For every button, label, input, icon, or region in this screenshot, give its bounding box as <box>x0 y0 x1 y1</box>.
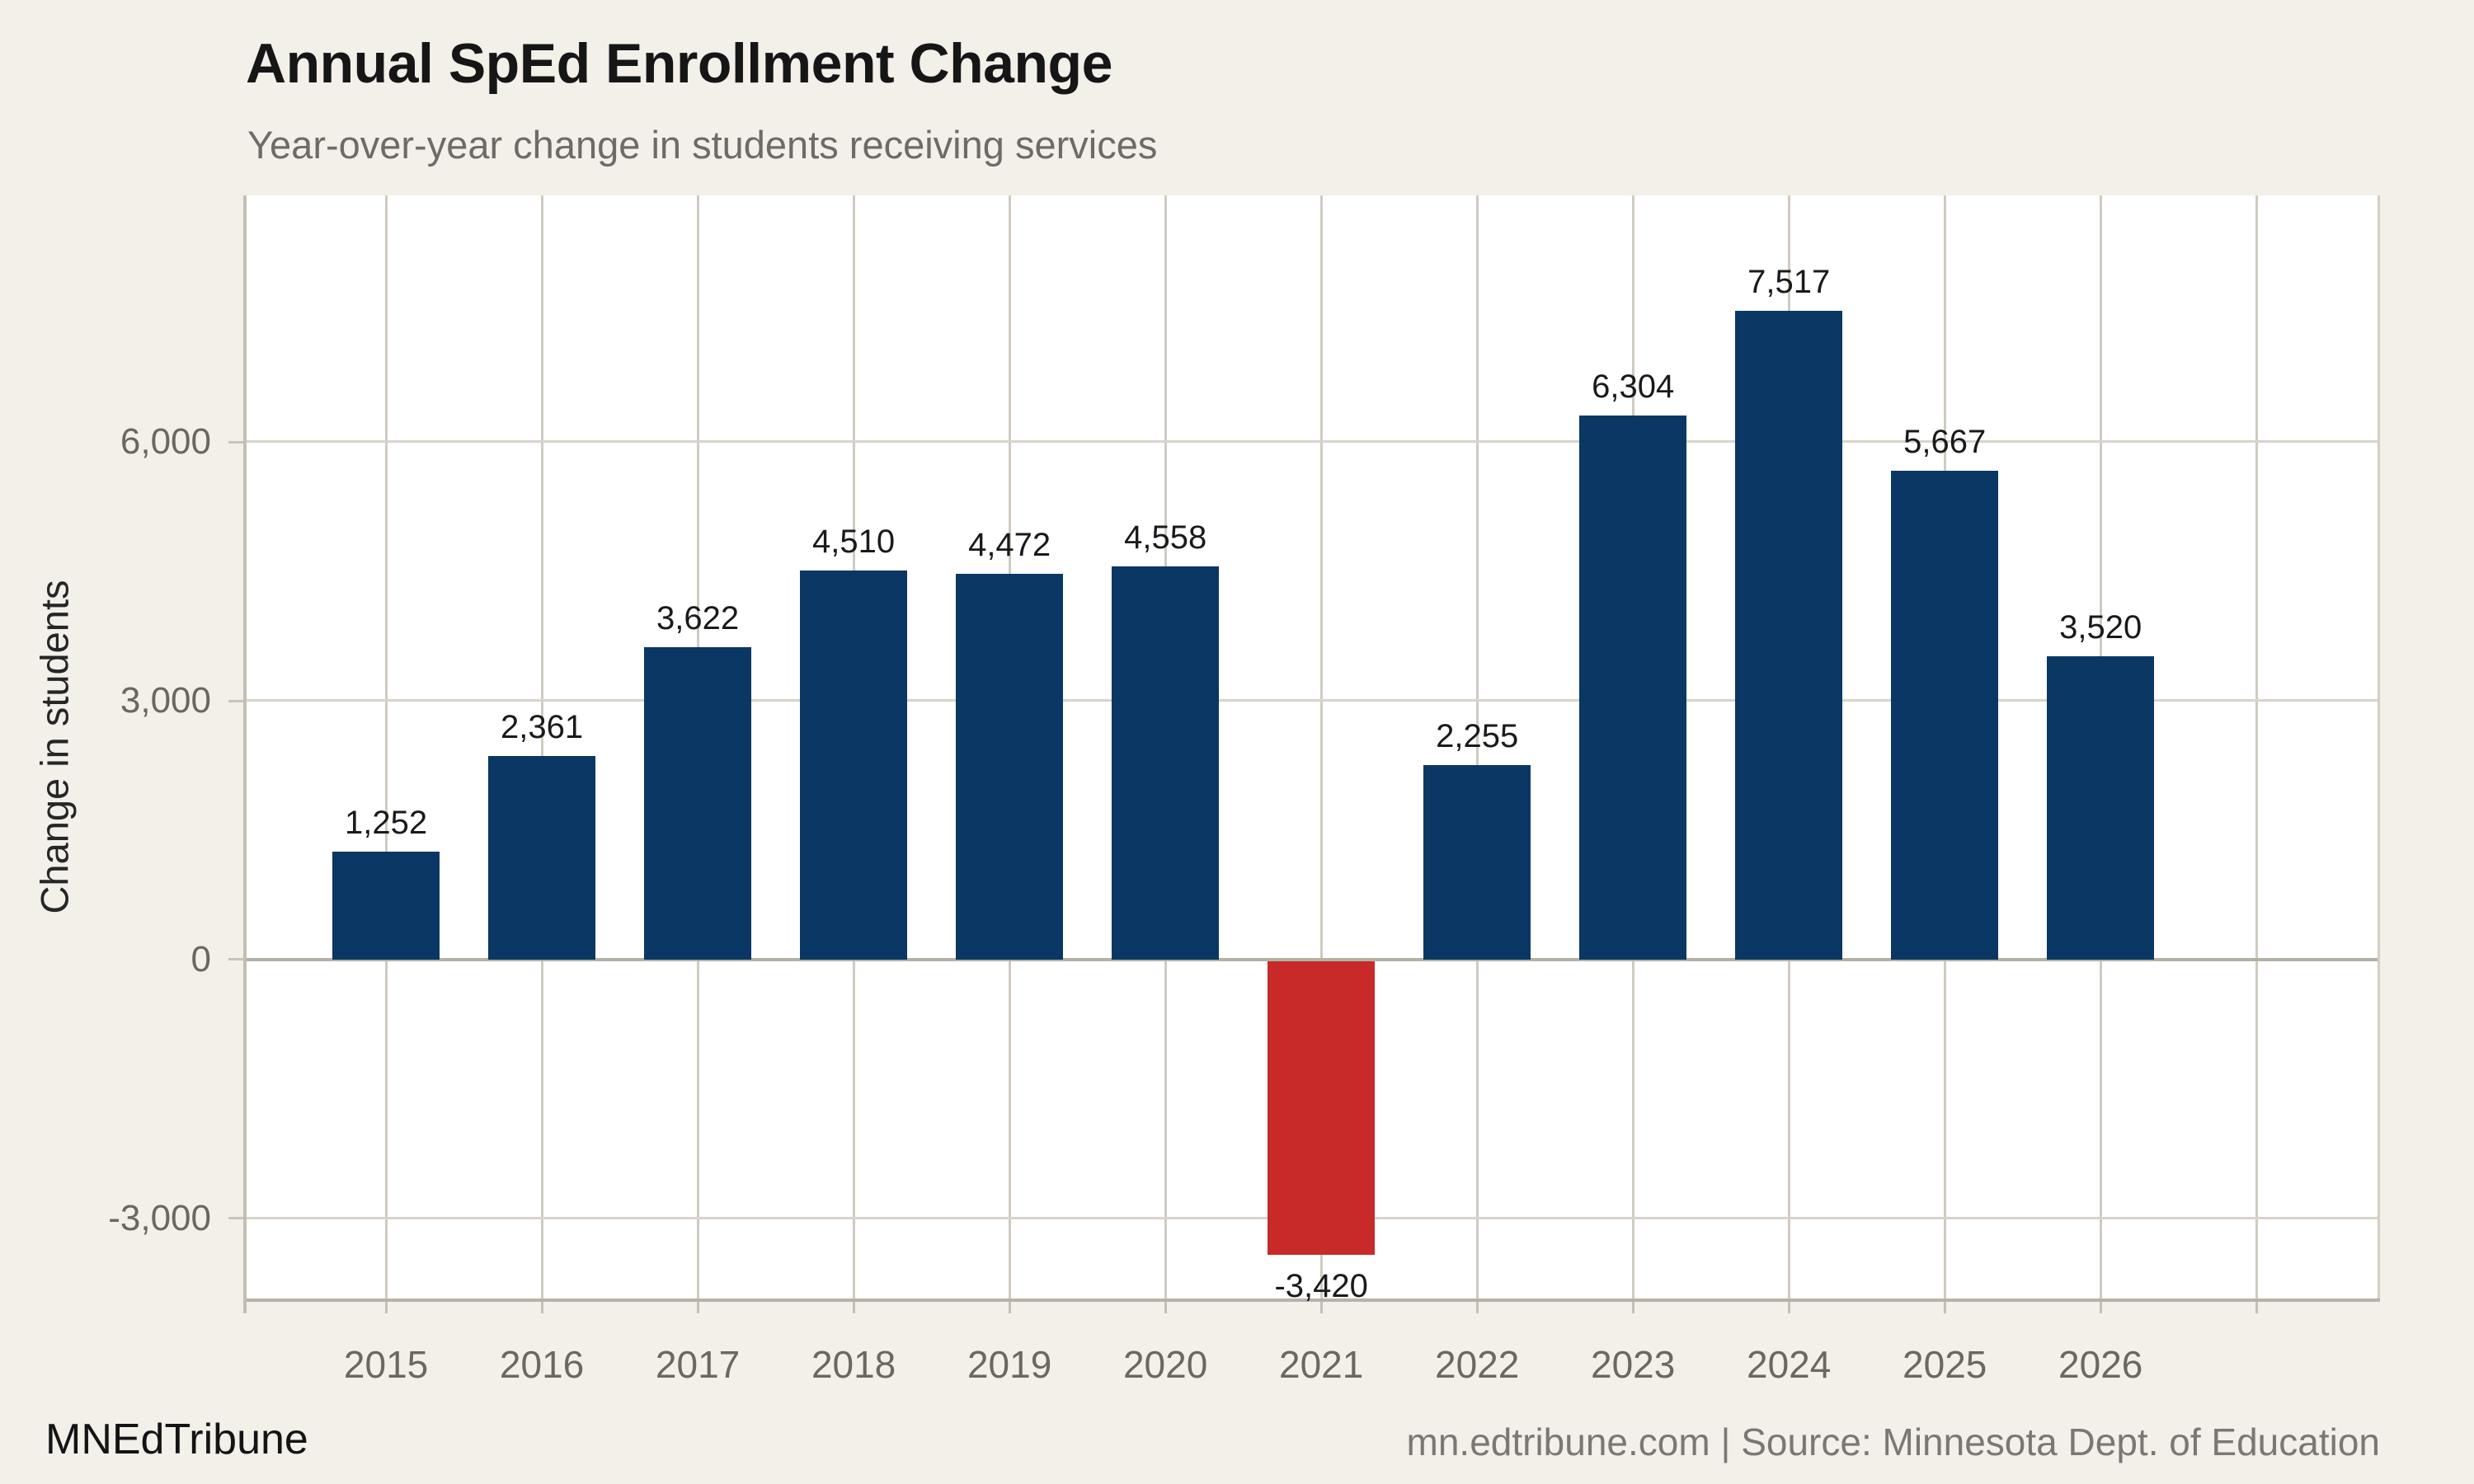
horizontal-gridline <box>243 699 2380 702</box>
bar-value-label: 2,255 <box>1436 717 1519 754</box>
bar-2020 <box>1112 566 1220 960</box>
y-tick-label: 0 <box>190 938 211 979</box>
bar-2025 <box>1891 471 1999 960</box>
y-axis-tick-labels: 6,000 3,000 0 -3,000 <box>0 195 211 1298</box>
y-tick-mark <box>228 958 243 961</box>
vertical-gridline <box>540 195 543 1298</box>
zero-baseline <box>243 957 2380 961</box>
panel-bottom-border <box>243 1298 2380 1302</box>
bar-2019 <box>956 574 1064 960</box>
x-tick-label: 2017 <box>655 1343 741 1386</box>
chart-title: Annual SpEd Enrollment Change <box>246 32 1112 95</box>
vertical-gridline <box>2255 195 2258 1298</box>
bar-2015 <box>332 851 440 960</box>
x-tick-mark <box>1943 1298 1946 1313</box>
x-tick-mark <box>696 1298 699 1313</box>
x-tick-label: 2016 <box>499 1343 585 1386</box>
bar-value-label: 4,510 <box>812 524 896 561</box>
bar-2022 <box>1423 764 1531 960</box>
x-tick-mark <box>1787 1298 1790 1313</box>
x-tick-label: 2015 <box>343 1343 429 1386</box>
bar-value-label: -3,420 <box>1274 1267 1368 1304</box>
y-tick-mark <box>228 440 243 444</box>
x-tick-mark <box>1319 1298 1323 1313</box>
source-credit: mn.edtribune.com | Source: Minnesota Dep… <box>1406 1421 2380 1463</box>
x-tick-label: 2021 <box>1278 1343 1364 1386</box>
horizontal-gridline <box>243 440 2380 444</box>
x-tick-mark <box>852 1298 855 1313</box>
vertical-gridline <box>1319 195 1323 1298</box>
x-tick-mark <box>1631 1298 1634 1313</box>
bar-value-label: 2,361 <box>501 708 584 745</box>
x-tick-mark <box>1475 1298 1479 1313</box>
y-tick-mark <box>228 1217 243 1220</box>
x-tick-label: 2023 <box>1591 1343 1676 1386</box>
x-tick-label: 2018 <box>811 1343 896 1386</box>
plot-panel: 1,252 2,361 3,622 4,510 4,472 4,558 -3,420 2,25… <box>228 195 2380 1313</box>
vertical-gridline <box>1475 195 1479 1298</box>
y-tick-mark <box>228 699 243 702</box>
panel-right-border <box>2378 195 2380 1298</box>
bar-value-label: 1,252 <box>345 804 428 841</box>
x-tick-mark <box>384 1298 388 1313</box>
bar-value-label: 7,517 <box>1747 264 1831 301</box>
x-tick-label: 2022 <box>1435 1343 1520 1386</box>
bar-2026 <box>2047 655 2155 960</box>
x-tick-mark <box>540 1298 543 1313</box>
bar-2024 <box>1735 311 1843 960</box>
x-tick-mark <box>1164 1298 1167 1313</box>
bar-value-label: 5,667 <box>1903 424 1987 461</box>
bar-value-label: 3,520 <box>2059 608 2142 646</box>
x-tick-label: 2024 <box>1747 1343 1832 1386</box>
x-tick-label: 2026 <box>2058 1343 2143 1386</box>
bar-2021 <box>1268 960 1376 1255</box>
y-tick-label: -3,000 <box>108 1197 211 1238</box>
bar-2016 <box>488 755 596 960</box>
x-tick-label: 2020 <box>1122 1343 1208 1386</box>
y-tick-label: 3,000 <box>120 680 211 721</box>
bar-2017 <box>644 646 752 960</box>
x-axis-tick-labels: 2015 2016 2017 2018 2019 2020 2021 2022 2023 2024… <box>243 1342 2380 1392</box>
vertical-gridline <box>384 195 388 1298</box>
panel-left-border <box>243 195 247 1313</box>
x-tick-mark <box>2099 1298 2102 1313</box>
bar-2023 <box>1579 416 1687 960</box>
x-tick-mark <box>1008 1298 1011 1313</box>
bar-2018 <box>800 571 908 960</box>
bar-value-label: 6,304 <box>1592 369 1675 406</box>
bar-value-label: 4,558 <box>1124 519 1207 556</box>
bar-value-label: 4,472 <box>968 527 1051 564</box>
y-tick-label: 6,000 <box>120 421 211 463</box>
publisher-brand: MNEdTribune <box>45 1416 308 1463</box>
x-tick-mark <box>2255 1298 2258 1313</box>
x-tick-label: 2019 <box>967 1343 1052 1386</box>
x-tick-label: 2025 <box>1903 1343 1987 1386</box>
bar-value-label: 3,622 <box>656 599 740 636</box>
chart-subtitle: Year-over-year change in students receiv… <box>247 123 1158 167</box>
